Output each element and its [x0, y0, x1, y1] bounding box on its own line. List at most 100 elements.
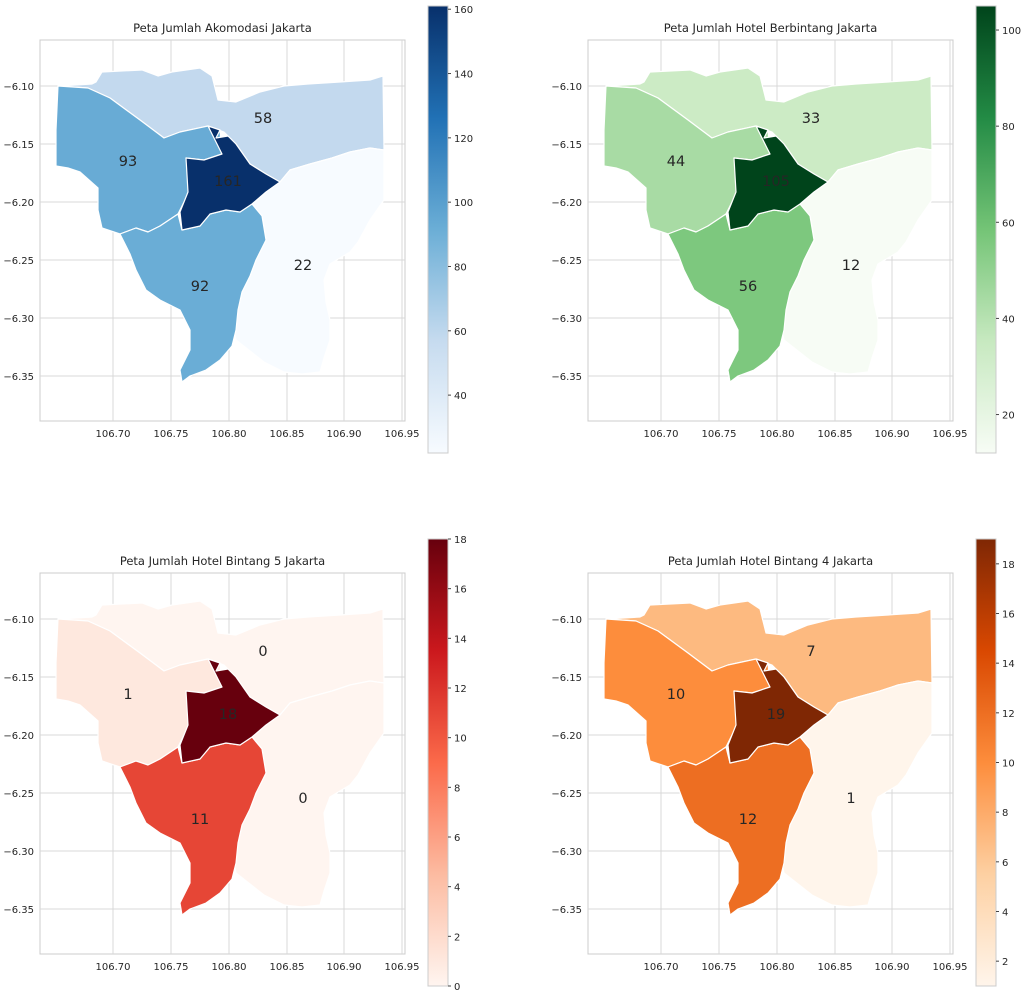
x-tick-label: 106.75: [702, 962, 737, 973]
region-value-label: 1: [846, 791, 855, 807]
y-tick-label: −6.20: [551, 198, 582, 209]
y-tick-label: −6.20: [551, 731, 582, 742]
region-value-label: 1: [123, 687, 132, 703]
x-tick-label: 106.80: [212, 429, 247, 440]
x-tick-label: 106.85: [270, 962, 305, 973]
map-panel: Peta Jumlah Hotel Berbintang Jakarta 33 44…: [551, 5, 1021, 454]
region-value-label: 12: [842, 258, 860, 274]
x-tick-label: 106.90: [327, 962, 362, 973]
x-tick-label: 106.90: [875, 429, 910, 440]
colorbar-tick-label: 14: [454, 634, 467, 645]
x-tick-label: 106.75: [702, 429, 737, 440]
colorbar: [427, 538, 449, 987]
region-value-label: 56: [739, 279, 757, 295]
y-tick-label: −6.20: [3, 198, 34, 209]
region-south: [667, 736, 815, 916]
colorbar-tick-label: 6: [454, 833, 460, 844]
map-panel: Peta Jumlah Akomodasi Jakarta 58 93 161 92 22…: [3, 5, 473, 454]
colorbar-tick-label: 16: [454, 585, 467, 596]
colorbar-tick-label: 20: [1002, 411, 1015, 422]
region-value-label: 0: [298, 791, 307, 807]
x-tick-label: 106.85: [818, 962, 853, 973]
region-value-label: 19: [767, 707, 785, 723]
y-tick-label: −6.30: [3, 847, 34, 858]
x-tick-label: 106.80: [760, 962, 795, 973]
region-value-label: 92: [191, 279, 209, 295]
colorbar-tick-label: 12: [1002, 709, 1015, 720]
region-central: [179, 125, 281, 231]
colorbar: [427, 5, 449, 454]
colorbar-tick-label: 160: [454, 5, 473, 16]
region-south: [667, 203, 815, 383]
region-central: [179, 658, 281, 764]
colorbar-tick-label: 16: [1002, 610, 1015, 621]
y-tick-label: −6.10: [3, 82, 34, 93]
region-central: [727, 125, 829, 231]
colorbar-tick-label: 140: [454, 70, 473, 81]
region-value-label: 22: [294, 258, 312, 274]
y-tick-label: −6.30: [551, 847, 582, 858]
colorbar-tick-label: 40: [1002, 314, 1015, 325]
x-tick-label: 106.70: [644, 962, 679, 973]
colorbar-tick-label: 4: [1002, 908, 1008, 919]
x-tick-label: 106.70: [644, 429, 679, 440]
y-tick-label: −6.25: [551, 789, 582, 800]
colorbar-tick-label: 6: [1002, 858, 1008, 869]
y-tick-label: −6.30: [551, 314, 582, 325]
map-title: Peta Jumlah Akomodasi Jakarta: [133, 21, 312, 35]
x-tick-label: 106.95: [385, 962, 420, 973]
region-value-label: 0: [258, 644, 267, 660]
region-value-label: 33: [802, 111, 820, 127]
colorbar-tick-label: 8: [454, 783, 460, 794]
map-title: Peta Jumlah Hotel Bintang 4 Jakarta: [668, 554, 873, 568]
region-value-label: 44: [667, 154, 685, 170]
colorbar-tick-label: 60: [1002, 218, 1015, 229]
colorbar-tick-label: 10: [1002, 759, 1015, 770]
colorbar-tick-label: 12: [454, 684, 467, 695]
colorbar-tick-label: 14: [1002, 659, 1015, 670]
x-tick-label: 106.80: [760, 429, 795, 440]
region-value-label: 18: [219, 707, 237, 723]
map-title: Peta Jumlah Hotel Bintang 5 Jakarta: [120, 554, 325, 568]
region-central: [727, 658, 829, 764]
y-tick-label: −6.10: [3, 615, 34, 626]
y-tick-label: −6.10: [551, 615, 582, 626]
colorbar-tick-label: 8: [1002, 808, 1008, 819]
colorbar-tick-label: 4: [454, 883, 460, 894]
colorbar-tick-label: 0: [454, 982, 460, 993]
x-tick-label: 106.85: [818, 429, 853, 440]
y-tick-label: −6.35: [3, 372, 34, 383]
region-value-label: 161: [214, 174, 242, 190]
y-tick-label: −6.30: [3, 314, 34, 325]
y-tick-label: −6.25: [551, 256, 582, 267]
y-tick-label: −6.15: [3, 140, 34, 151]
y-tick-label: −6.25: [3, 789, 34, 800]
region-value-label: 12: [739, 812, 757, 828]
colorbar-tick-label: 2: [454, 932, 460, 943]
y-tick-label: −6.10: [551, 82, 582, 93]
colorbar-tick-label: 40: [454, 391, 467, 402]
x-tick-label: 106.85: [270, 429, 305, 440]
colorbar-tick-label: 18: [1002, 560, 1015, 571]
y-tick-label: −6.15: [551, 673, 582, 684]
y-tick-label: −6.20: [3, 731, 34, 742]
x-tick-label: 106.95: [385, 429, 420, 440]
x-tick-label: 106.80: [212, 962, 247, 973]
x-tick-label: 106.70: [96, 429, 131, 440]
colorbar-tick-label: 2: [1002, 957, 1008, 968]
colorbar: [975, 5, 997, 454]
x-tick-label: 106.70: [96, 962, 131, 973]
colorbar: [975, 538, 997, 987]
map-title: Peta Jumlah Hotel Berbintang Jakarta: [664, 21, 878, 35]
y-tick-label: −6.15: [551, 140, 582, 151]
region-value-label: 93: [119, 154, 137, 170]
x-tick-label: 106.95: [933, 962, 968, 973]
y-tick-label: −6.35: [3, 905, 34, 916]
region-south: [119, 203, 267, 383]
region-value-label: 10: [667, 687, 685, 703]
x-tick-label: 106.90: [875, 962, 910, 973]
y-tick-label: −6.35: [551, 905, 582, 916]
x-tick-label: 106.90: [327, 429, 362, 440]
region-value-label: 105: [762, 174, 790, 190]
